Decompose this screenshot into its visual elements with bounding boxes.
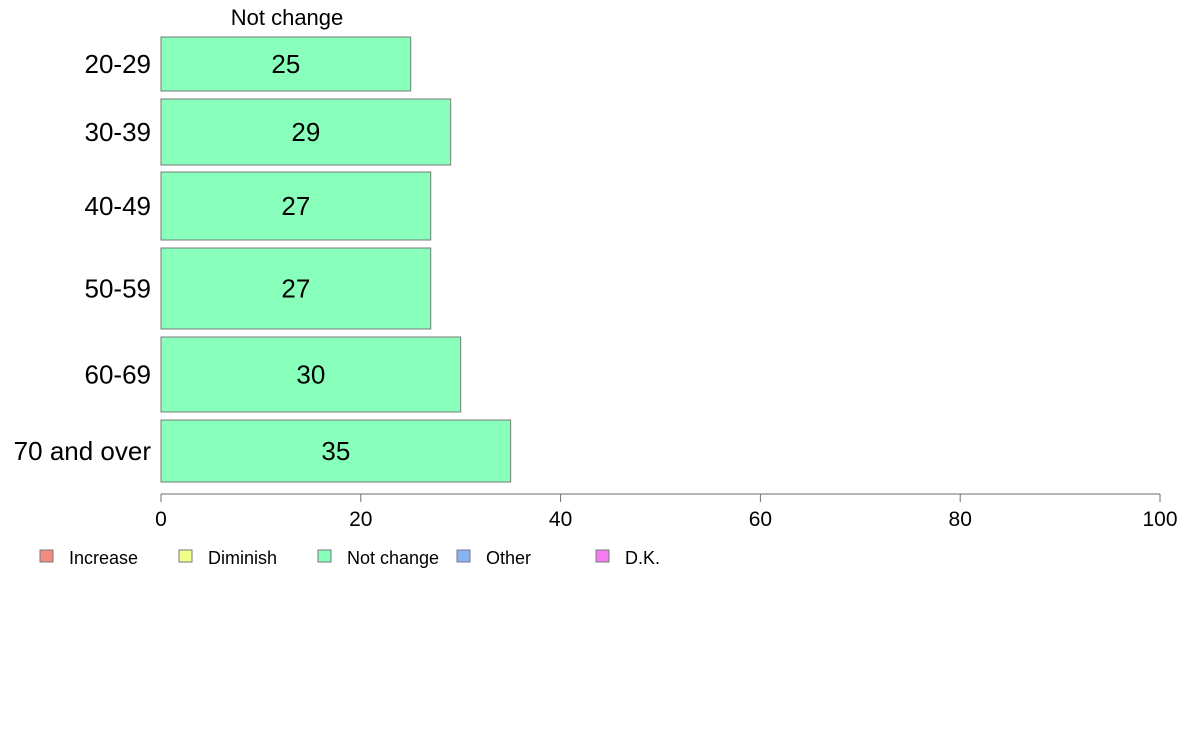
x-tick-label: 0	[155, 508, 167, 531]
bar	[160, 171, 432, 241]
bars-group: 20-29 25 30-39 29 40-49 27 50-59 27 60-69 30 70 an…	[14, 36, 512, 483]
x-tick-label: 60	[749, 508, 772, 531]
legend-swatch	[456, 549, 471, 563]
legend-label: Other	[486, 548, 531, 568]
x-tick-label: 20	[349, 508, 372, 531]
category-label: 70 and over	[14, 436, 152, 466]
legend-label: Diminish	[208, 548, 277, 568]
bar-value-label: 29	[291, 117, 320, 147]
bar	[160, 36, 412, 92]
bar	[160, 98, 452, 166]
legend-swatch	[178, 549, 193, 563]
x-tick-label: 40	[549, 508, 572, 531]
bar-value-label: 30	[296, 360, 325, 390]
bar-value-label: 35	[321, 436, 350, 466]
bar-value-label: 27	[281, 274, 310, 304]
category-label: 20-29	[85, 49, 152, 79]
x-axis: 0 20 40 60 80 100	[155, 493, 1178, 531]
legend-swatch	[317, 549, 332, 563]
legend-label: D.K.	[625, 548, 660, 568]
legend: Increase Diminish Not change Other D.K.	[39, 548, 660, 568]
legend-label: Not change	[347, 548, 439, 568]
x-tick-label: 80	[949, 508, 972, 531]
category-label: 40-49	[85, 191, 152, 221]
bar	[160, 247, 432, 330]
category-label: 50-59	[85, 274, 152, 304]
legend-swatch	[595, 549, 610, 563]
category-label: 30-39	[85, 117, 152, 147]
panel-title: Not change	[231, 5, 344, 30]
legend-swatch	[39, 549, 54, 563]
category-label: 60-69	[85, 360, 152, 390]
bar-value-label: 25	[271, 49, 300, 79]
legend-label: Increase	[69, 548, 138, 568]
bar	[160, 419, 512, 483]
bar	[160, 336, 462, 413]
x-tick-label: 100	[1142, 508, 1177, 531]
bar-value-label: 27	[281, 191, 310, 221]
